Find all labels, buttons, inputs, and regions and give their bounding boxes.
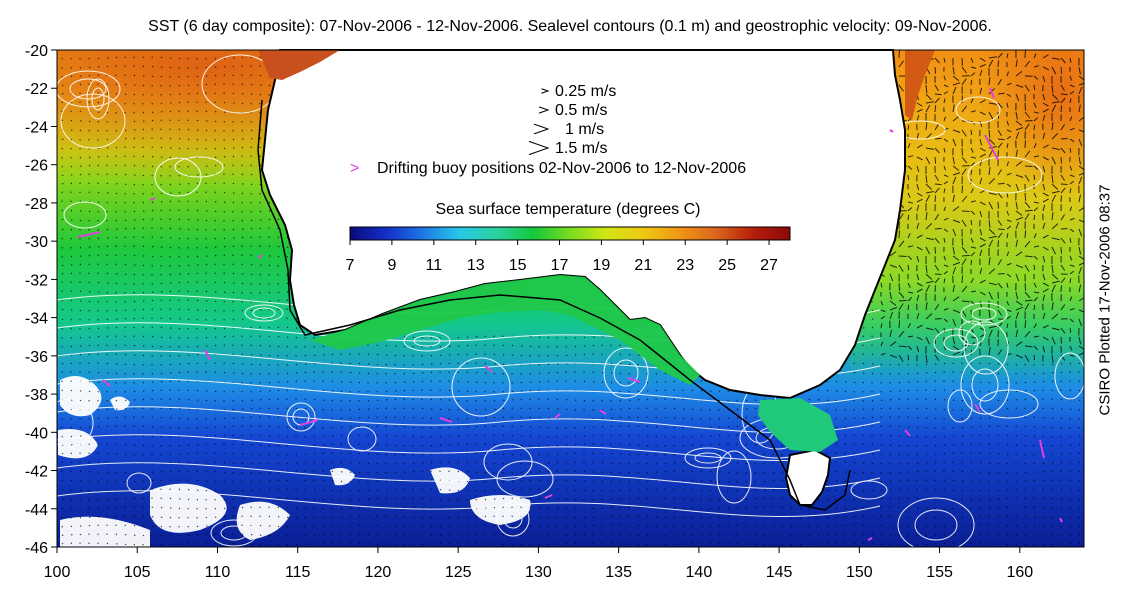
y-tick-label: -46 bbox=[25, 540, 48, 557]
buoy-track bbox=[974, 403, 981, 413]
colorbar-gradient bbox=[349, 226, 791, 241]
x-tick-label: 150 bbox=[846, 564, 873, 581]
y-tick-label: -42 bbox=[25, 464, 48, 481]
x-tick-label: 125 bbox=[445, 564, 472, 581]
buoy-track bbox=[904, 429, 911, 437]
legend-arrow-icon bbox=[528, 140, 550, 156]
colorbar-tick-label: 13 bbox=[467, 257, 485, 274]
legend-arrow-label: 1.5 m/s bbox=[555, 140, 607, 157]
colorbar-tick-label: 7 bbox=[346, 257, 355, 274]
buoy-track bbox=[484, 365, 493, 373]
colorbar-title: Sea surface temperature (degrees C) bbox=[435, 201, 700, 218]
x-tick-label: 160 bbox=[1006, 564, 1033, 581]
buoy-legend-symbol: > bbox=[350, 160, 359, 177]
legend-arrow-label: 1 m/s bbox=[565, 121, 604, 138]
y-tick-label: -28 bbox=[25, 196, 48, 213]
y-tick-label: -30 bbox=[25, 234, 48, 251]
buoy-track bbox=[989, 87, 995, 99]
y-tick-label: -36 bbox=[25, 349, 48, 366]
colorbar-tick-label: 11 bbox=[426, 257, 443, 274]
buoy-track bbox=[102, 379, 111, 387]
buoy-track bbox=[204, 349, 211, 361]
legend-arrow-icon bbox=[541, 88, 550, 94]
colorbar-ticks: 7 9 11 13 15 17 19 21 23 25 27 bbox=[346, 240, 778, 274]
legend-arrow-icon bbox=[538, 106, 550, 114]
y-tick-label: -22 bbox=[25, 81, 48, 98]
colorbar-tick-label: 21 bbox=[634, 257, 652, 274]
y-tick-label: -38 bbox=[25, 387, 48, 404]
y-tick-label: -34 bbox=[25, 311, 48, 328]
buoy-track bbox=[1039, 439, 1045, 459]
x-axis: 100 105 110 115 120 125 130 135 140 145 150 155 160 bbox=[44, 547, 1033, 581]
buoy-track bbox=[599, 409, 607, 415]
x-tick-label: 120 bbox=[365, 564, 392, 581]
australia-land bbox=[258, 49, 935, 506]
colorbar-tick-label: 15 bbox=[509, 257, 527, 274]
south-shelf-waters bbox=[310, 275, 700, 385]
y-tick-label: -26 bbox=[25, 158, 48, 175]
bass-strait-shelf bbox=[758, 398, 838, 452]
x-tick-label: 105 bbox=[124, 564, 151, 581]
buoy-track bbox=[554, 413, 561, 419]
x-tick-label: 145 bbox=[766, 564, 793, 581]
buoy-track bbox=[627, 377, 641, 383]
buoy-track bbox=[439, 417, 453, 423]
colorbar: Sea surface temperature (degrees C) 7 9 11… bbox=[346, 201, 791, 274]
y-tick-label: -40 bbox=[25, 425, 48, 442]
legend-arrow-label: 0.5 m/s bbox=[555, 102, 607, 119]
buoy-track bbox=[257, 254, 263, 259]
buoy-track bbox=[544, 494, 553, 499]
y-tick-label: -20 bbox=[25, 43, 48, 60]
y-tick-label: -32 bbox=[25, 272, 48, 289]
buoy-track bbox=[889, 129, 894, 133]
map-title: SST (6 day composite): 07-Nov-2006 - 12-… bbox=[148, 18, 992, 35]
x-tick-label: 130 bbox=[525, 564, 552, 581]
legend-arrow-icon bbox=[533, 123, 550, 135]
legend: 0.25 m/s 0.5 m/s 1 m/s 1.5 m/s > Drifting b… bbox=[350, 83, 746, 177]
y-tick-label: -44 bbox=[25, 502, 48, 519]
plot-frame bbox=[56, 49, 1085, 548]
legend-arrow-label: 0.25 m/s bbox=[555, 83, 616, 100]
colorbar-tick-label: 25 bbox=[718, 257, 736, 274]
shelf-edge-contour bbox=[257, 99, 851, 511]
buoy-track bbox=[149, 197, 156, 201]
northwest-coast-region bbox=[258, 50, 340, 80]
velocity-legend: 0.25 m/s 0.5 m/s 1 m/s 1.5 m/s bbox=[528, 83, 616, 157]
colorbar-tick-label: 9 bbox=[387, 257, 396, 274]
x-tick-label: 100 bbox=[44, 564, 71, 581]
buoy-track bbox=[867, 537, 873, 541]
buoy-track bbox=[299, 419, 319, 426]
plot-credit: CSIRO Plotted 17-Nov-2006 08:37 bbox=[1096, 184, 1114, 416]
buoy-legend-label: Drifting buoy positions 02-Nov-2006 to 1… bbox=[377, 160, 746, 177]
x-tick-label: 140 bbox=[686, 564, 713, 581]
colorbar-tick-label: 23 bbox=[676, 257, 694, 274]
y-tick-label: -24 bbox=[25, 119, 48, 136]
y-axis: -20 -22 -24 -26 -28 -30 -32 -34 -36 -38 -40 -42 -44 -… bbox=[25, 43, 57, 557]
x-tick-label: 115 bbox=[285, 564, 311, 581]
buoy-track bbox=[77, 231, 101, 238]
x-tick-label: 110 bbox=[205, 564, 231, 581]
x-tick-label: 155 bbox=[926, 564, 953, 581]
colorbar-tick-label: 27 bbox=[760, 257, 778, 274]
buoy-track bbox=[984, 134, 999, 161]
buoy-track bbox=[1059, 517, 1063, 523]
x-tick-label: 135 bbox=[605, 564, 632, 581]
colorbar-tick-label: 19 bbox=[593, 257, 611, 274]
tasmania bbox=[784, 448, 832, 506]
queensland-coast-region bbox=[905, 50, 935, 120]
colorbar-tick-label: 17 bbox=[551, 257, 569, 274]
drifting-buoy-tracks bbox=[77, 87, 1063, 541]
